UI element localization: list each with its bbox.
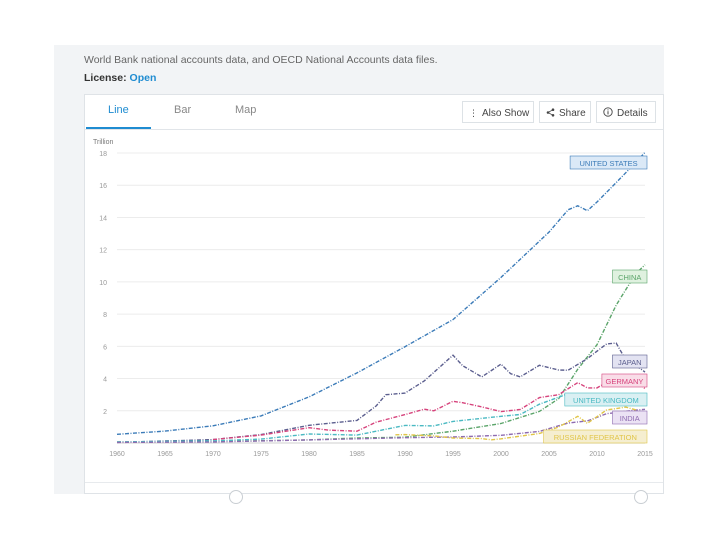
tab-line[interactable]: Line xyxy=(108,104,129,116)
series-label-box xyxy=(601,373,648,388)
share-icon xyxy=(546,102,555,124)
y-tick-label: 18 xyxy=(99,151,107,158)
series-label-box xyxy=(569,155,648,170)
series-line xyxy=(116,408,646,444)
y-tick-label: 10 xyxy=(99,280,107,287)
series-label: GERMANY xyxy=(605,377,643,386)
y-tick-label: 14 xyxy=(99,215,107,222)
series-label: CHINA xyxy=(618,273,641,282)
details-label: Details xyxy=(617,108,648,119)
license-label: License: xyxy=(84,72,127,84)
chart-card xyxy=(84,94,664,494)
tab-bar[interactable]: Bar xyxy=(174,104,192,116)
license-row: License: Open xyxy=(84,72,156,84)
source-note: World Bank national accounts data, and O… xyxy=(84,54,438,66)
share-label: Share xyxy=(559,108,586,119)
details-button[interactable]: Details xyxy=(596,101,656,123)
series-label-box xyxy=(612,354,648,369)
more-vertical-icon: ⋮ xyxy=(469,108,478,118)
series-label: JAPAN xyxy=(618,358,642,367)
info-icon xyxy=(603,102,613,124)
slider-right-handle[interactable] xyxy=(634,490,648,504)
y-tick-label: 12 xyxy=(99,248,107,255)
series-label-box xyxy=(612,410,648,425)
tab-map[interactable]: Map xyxy=(235,104,257,116)
x-tick-label: 1985 xyxy=(349,451,365,458)
series-line xyxy=(116,151,646,435)
x-tick-label: 2000 xyxy=(493,451,509,458)
series-line xyxy=(395,406,646,441)
active-tab-indicator xyxy=(86,127,151,129)
series-label: UNITED KINGDOM xyxy=(573,396,639,405)
x-tick-label: 1960 xyxy=(109,451,125,458)
x-tick-label: 1975 xyxy=(253,451,269,458)
series-line xyxy=(116,342,646,444)
series-label: RUSSIAN FEDERATION xyxy=(554,433,637,442)
y-axis-label: Trillion xyxy=(93,139,113,146)
series-label-box xyxy=(612,269,648,284)
x-tick-label: 2010 xyxy=(589,451,605,458)
series-label: UNITED STATES xyxy=(580,159,638,168)
tab-divider xyxy=(85,129,663,130)
x-tick-label: 1970 xyxy=(205,451,221,458)
x-tick-label: 1965 xyxy=(157,451,173,458)
also-show-label: Also Show xyxy=(482,108,530,119)
x-tick-label: 2015 xyxy=(637,451,653,458)
line-chart: 2 4 6 8 10 12 14 16 18 1960 1965 1970 1975 1980 1985 19… xyxy=(93,139,653,458)
also-show-button[interactable]: ⋮ Also Show xyxy=(462,101,534,123)
x-tick-label: 1995 xyxy=(445,451,461,458)
slider-left-handle[interactable] xyxy=(229,490,243,504)
series-label: INDIA xyxy=(620,414,640,423)
time-slider-track xyxy=(85,482,663,495)
y-tick-label: 2 xyxy=(103,409,107,416)
x-tick-label: 2005 xyxy=(541,451,557,458)
y-tick-label: 4 xyxy=(103,377,107,384)
y-tick-label: 6 xyxy=(103,344,107,351)
x-tick-label: 1980 xyxy=(301,451,317,458)
series-label-box xyxy=(564,392,648,407)
y-tick-label: 8 xyxy=(103,312,107,319)
license-link[interactable]: Open xyxy=(129,72,157,84)
series-line xyxy=(116,264,646,443)
share-button[interactable]: Share xyxy=(539,101,591,123)
x-tick-label: 1990 xyxy=(397,451,413,458)
series-label-box xyxy=(543,429,648,444)
y-tick-label: 16 xyxy=(99,183,107,190)
